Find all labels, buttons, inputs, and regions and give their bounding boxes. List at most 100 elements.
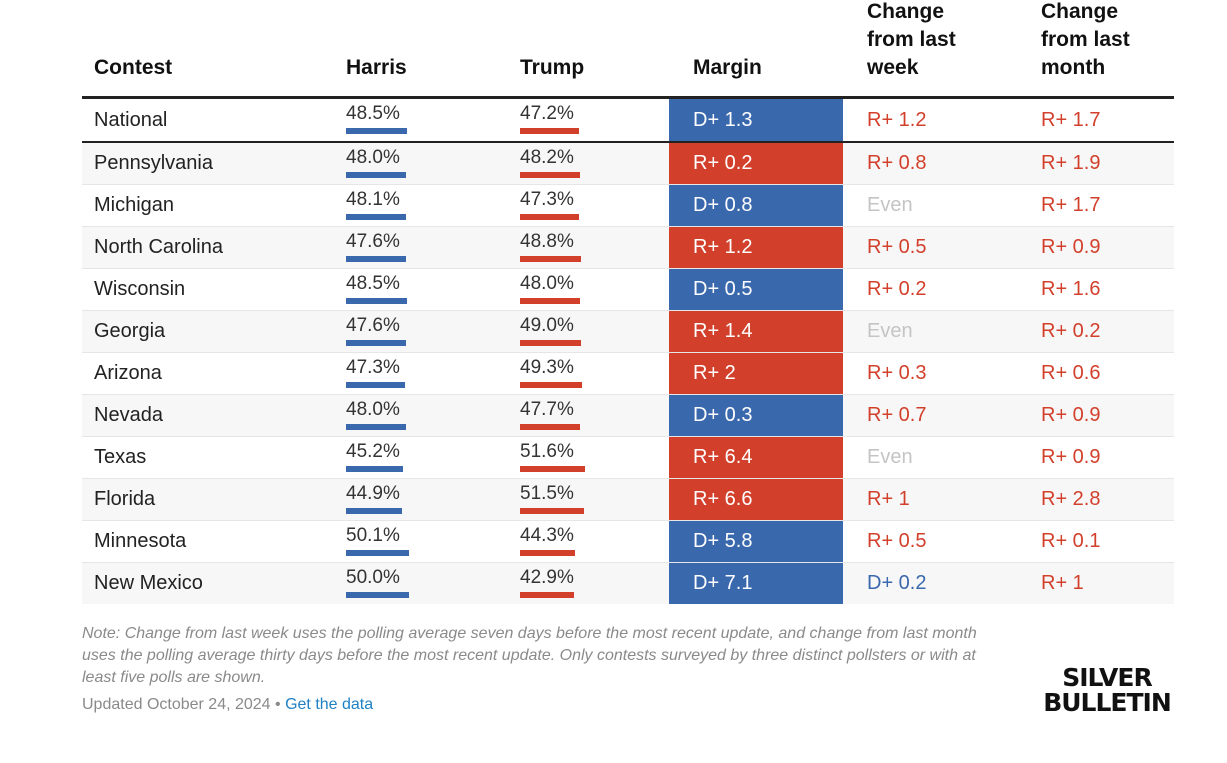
trump-bar	[520, 128, 579, 134]
table-row: Nevada 48.0% 47.7% D+ 0.3 R+ 0.7 R+ 0.9	[82, 394, 1174, 436]
table-row: Michigan 48.1% 47.3% D+ 0.8 Even R+ 1.7	[82, 184, 1174, 226]
harris-bar	[346, 508, 403, 514]
header-trump: Trump	[520, 56, 585, 79]
silver-bulletin-logo: SILVER BULLETIN	[1040, 665, 1174, 715]
table-row: Pennsylvania 48.0% 48.2% R+ 0.2 R+ 0.8 R+ 1.9	[82, 143, 1174, 184]
trump-bar	[520, 256, 581, 262]
header-harris: Harris	[346, 56, 407, 79]
harris-bar	[346, 592, 409, 598]
harris-value: 44.9%	[346, 483, 400, 504]
margin-cell: R+ 0.2	[669, 143, 843, 184]
margin-cell: R+ 2	[669, 353, 843, 394]
logo-line2: BULLETIN	[1043, 688, 1172, 717]
harris-bar	[346, 424, 406, 430]
table-row: Florida 44.9% 51.5% R+ 6.6 R+ 1 R+ 2.8	[82, 478, 1174, 520]
change-week: R+ 0.7	[867, 404, 927, 426]
harris-bar	[346, 340, 406, 346]
trump-value: 47.3%	[520, 189, 574, 210]
harris-value: 50.1%	[346, 525, 400, 546]
margin-cell: R+ 1.2	[669, 227, 843, 268]
trump-bar	[520, 382, 582, 388]
trump-value: 49.0%	[520, 315, 574, 336]
table-row: Minnesota 50.1% 44.3% D+ 5.8 R+ 0.5 R+ 0.1	[82, 520, 1174, 562]
contest-name: Arizona	[94, 362, 162, 384]
trump-bar	[520, 550, 576, 556]
table-row: National 48.5% 47.2% D+ 1.3 R+ 1.2 R+ 1.7	[82, 99, 1174, 143]
trump-value: 47.2%	[520, 103, 574, 124]
harris-bar	[346, 382, 406, 388]
harris-value: 48.1%	[346, 189, 400, 210]
trump-bar	[520, 424, 580, 430]
change-month: R+ 1.9	[1041, 152, 1101, 174]
logo-line1: SILVER	[1062, 663, 1152, 692]
contest-name: National	[94, 108, 168, 131]
margin-cell: R+ 6.4	[669, 437, 843, 478]
contest-name: North Carolina	[94, 236, 223, 258]
margin-cell: D+ 0.3	[669, 395, 843, 436]
trump-bar	[520, 592, 574, 598]
trump-bar	[520, 340, 582, 346]
trump-bar	[520, 172, 581, 178]
trump-bar	[520, 508, 585, 514]
change-week: R+ 1	[867, 488, 910, 510]
contest-name: Texas	[94, 446, 147, 468]
trump-value: 48.8%	[520, 231, 574, 252]
header-change-week: Change from last week	[867, 0, 956, 79]
margin-cell: D+ 5.8	[669, 521, 843, 562]
harris-bar	[346, 256, 406, 262]
margin-cell: D+ 7.1	[669, 563, 843, 604]
table-row: Wisconsin 48.5% 48.0% D+ 0.5 R+ 0.2 R+ 1.6	[82, 268, 1174, 310]
harris-value: 48.0%	[346, 147, 400, 168]
change-month: R+ 2.8	[1041, 488, 1101, 510]
change-week: R+ 1.2	[867, 108, 927, 131]
harris-bar	[346, 128, 407, 134]
contest-name: Michigan	[94, 194, 175, 216]
table-row: New Mexico 50.0% 42.9% D+ 7.1 D+ 0.2 R+ 1	[82, 562, 1174, 604]
table-row: Texas 45.2% 51.6% R+ 6.4 Even R+ 0.9	[82, 436, 1174, 478]
footnote: Note: Change from last week uses the pol…	[82, 625, 977, 686]
trump-bar	[520, 466, 585, 472]
trump-value: 49.3%	[520, 357, 574, 378]
table-header: Contest Harris Trump Margin Change from …	[82, 0, 1174, 99]
harris-value: 47.3%	[346, 357, 400, 378]
change-month: R+ 1	[1041, 572, 1084, 594]
change-month: R+ 1.7	[1041, 108, 1101, 131]
change-month: R+ 0.9	[1041, 446, 1101, 468]
header-contest: Contest	[94, 56, 173, 79]
change-week: D+ 0.2	[867, 572, 927, 594]
contest-name: Pennsylvania	[94, 152, 213, 174]
harris-value: 48.0%	[346, 399, 400, 420]
get-data-link[interactable]: Get the data	[285, 696, 374, 713]
updated-line: Updated October 24, 2024 • Get the data	[82, 696, 373, 714]
change-week: Even	[867, 320, 913, 342]
header-change-month: Change from last month	[1041, 0, 1130, 79]
trump-value: 51.5%	[520, 483, 574, 504]
margin-cell: D+ 0.8	[669, 185, 843, 226]
harris-bar	[346, 214, 407, 220]
updated-date: Updated October 24, 2024	[82, 696, 271, 713]
trump-value: 47.7%	[520, 399, 574, 420]
change-month: R+ 0.2	[1041, 320, 1101, 342]
trump-value: 42.9%	[520, 567, 574, 588]
trump-value: 51.6%	[520, 441, 574, 462]
harris-bar	[346, 172, 406, 178]
harris-bar	[346, 466, 403, 472]
change-week: R+ 0.5	[867, 236, 927, 258]
change-week: R+ 0.3	[867, 362, 927, 384]
trump-value: 48.2%	[520, 147, 574, 168]
contest-name: Minnesota	[94, 530, 187, 552]
trump-value: 44.3%	[520, 525, 574, 546]
table-row: Arizona 47.3% 49.3% R+ 2 R+ 0.3 R+ 0.6	[82, 352, 1174, 394]
contest-name: Florida	[94, 488, 156, 510]
margin-cell: R+ 6.6	[669, 479, 843, 520]
harris-value: 45.2%	[346, 441, 400, 462]
change-week: R+ 0.2	[867, 278, 927, 300]
change-week: R+ 0.8	[867, 152, 927, 174]
change-month: R+ 0.9	[1041, 404, 1101, 426]
margin-cell: D+ 1.3	[669, 99, 843, 141]
change-week: Even	[867, 446, 913, 468]
harris-value: 48.5%	[346, 103, 400, 124]
harris-value: 47.6%	[346, 315, 400, 336]
trump-bar	[520, 214, 580, 220]
table-body: National 48.5% 47.2% D+ 1.3 R+ 1.2 R+ 1.7 Penn…	[82, 99, 1174, 604]
